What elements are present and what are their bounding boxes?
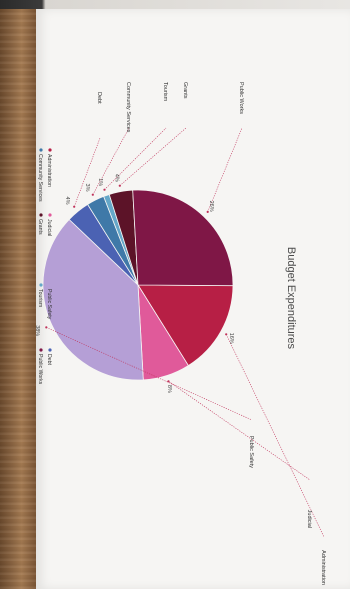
category-label-public-safety: Public Safety xyxy=(248,436,254,468)
chart-title: Budget Expenditures xyxy=(285,247,297,350)
category-label-public-works: Public Works xyxy=(238,82,244,114)
data-label-grants: 4% xyxy=(113,174,119,182)
data-label-debt: 4% xyxy=(64,197,70,205)
legend-swatch-judicial xyxy=(48,213,52,217)
category-label-judicial: Judicial xyxy=(306,510,312,528)
wooden-surface xyxy=(0,9,36,589)
leader-dot-tourism xyxy=(103,188,106,191)
category-label-grants: Grants xyxy=(182,82,188,99)
legend-swatch-administration xyxy=(48,148,52,152)
legend-swatch-public-safety xyxy=(48,283,52,287)
leader-line-grants xyxy=(119,127,187,186)
top-dark-strip xyxy=(0,0,350,9)
data-label-community-services: 3% xyxy=(84,184,90,192)
pie-slice-administration xyxy=(137,284,234,367)
legend-item-public-safety: Public Safety xyxy=(46,289,52,320)
legend-item-grants: Grants xyxy=(37,219,43,235)
legend-item-community-services: Community Services xyxy=(37,154,43,202)
leader-dot-public-works xyxy=(206,210,209,213)
data-label-tourism: 1% xyxy=(97,178,103,186)
data-label-public-works: 26% xyxy=(208,201,214,212)
leader-line-debt xyxy=(73,137,101,207)
leader-dot-grants xyxy=(118,184,121,187)
pie-slice-public-works xyxy=(132,189,234,287)
legend-swatch-public-works xyxy=(39,348,43,352)
leader-line-public-works xyxy=(207,127,243,213)
leader-dot-community-services xyxy=(91,193,94,196)
legend-item-administration: Administration xyxy=(46,154,52,187)
data-label-judicial: 8% xyxy=(166,385,172,393)
data-label-public-safety: 38% xyxy=(34,325,40,336)
category-label-administration: Administration xyxy=(320,550,326,585)
leader-line-community-services xyxy=(92,127,130,195)
leader-dot-administration xyxy=(225,333,228,336)
leader-dot-public-safety xyxy=(45,326,48,329)
legend-swatch-grants xyxy=(39,213,43,217)
leader-line-administration xyxy=(225,334,325,538)
leader-line-judicial xyxy=(168,381,311,481)
leader-dot-judicial xyxy=(167,380,170,383)
category-label-community-services: Community Services xyxy=(125,82,131,133)
legend-item-judicial: Judicial xyxy=(46,219,52,236)
legend-swatch-community-services xyxy=(39,148,43,152)
data-label-administration: 16% xyxy=(228,333,234,344)
leader-line-public-safety xyxy=(46,327,253,421)
leader-line-tourism xyxy=(104,127,167,190)
legend-swatch-debt xyxy=(48,348,52,352)
legend-item-debt: Debt xyxy=(46,354,52,366)
legend-swatch-tourism xyxy=(39,283,43,287)
category-label-debt: Debt xyxy=(96,92,102,104)
pie-slice-public-safety xyxy=(42,218,144,381)
category-label-tourism: Tourism xyxy=(162,82,168,102)
leader-dot-debt xyxy=(73,205,76,208)
legend-item-public-works: Public Works xyxy=(37,354,43,385)
legend-item-tourism: Tourism xyxy=(37,289,43,307)
